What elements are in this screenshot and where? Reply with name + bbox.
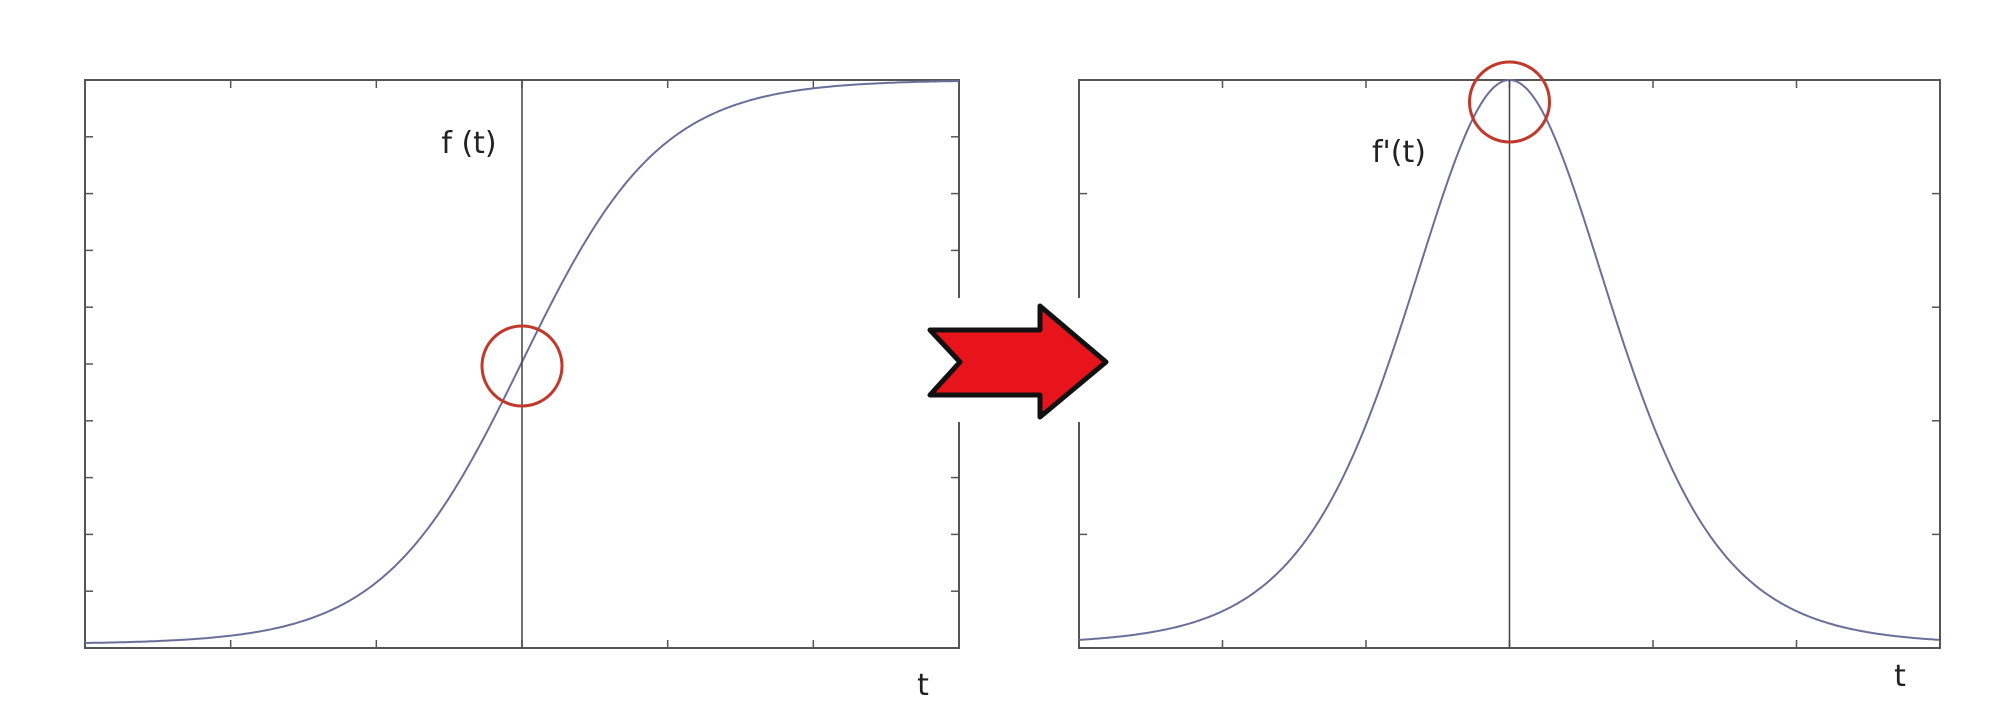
arrow bbox=[927, 303, 1109, 420]
axis-label: t bbox=[917, 668, 929, 703]
curve-label: f (t) bbox=[441, 126, 496, 161]
curve-label: f'(t) bbox=[1372, 135, 1426, 170]
axis-label: t bbox=[1894, 659, 1906, 694]
highlight-ring bbox=[1468, 60, 1551, 144]
highlight-ring bbox=[480, 324, 564, 408]
